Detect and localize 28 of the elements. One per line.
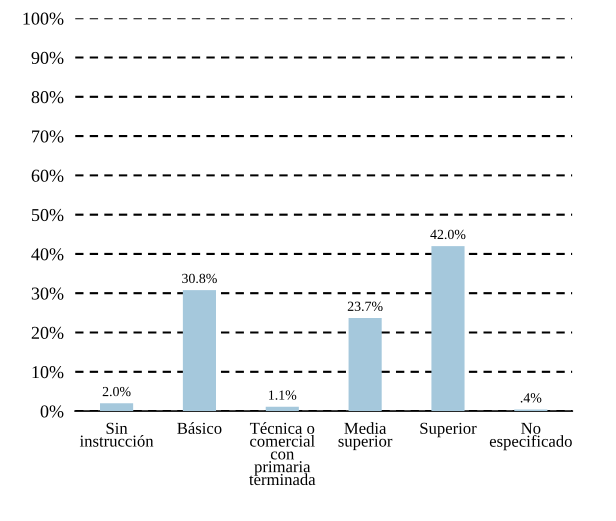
x-tick-label: Sin instrucción (80, 422, 154, 447)
x-tick-label: Media superior (338, 422, 392, 450)
y-tick-label: 10% (32, 366, 64, 378)
y-tick-label: 20% (32, 326, 64, 340)
y-tick-label: 80% (32, 91, 64, 104)
x-tick-label: Básico (177, 422, 222, 434)
bar (182, 290, 216, 412)
data-label: 30.8% (182, 274, 217, 284)
x-tick-label: Superior (420, 422, 477, 438)
bar (266, 406, 299, 412)
data-label: 1.1% (269, 390, 296, 400)
data-label: 2.0% (102, 386, 131, 396)
data-label: 23.7% (348, 302, 383, 312)
y-tick-label: 70% (32, 130, 64, 143)
y-tick-label: 0% (40, 405, 64, 418)
y-tick-label: 40% (31, 248, 64, 260)
y-tick-label: 90% (32, 52, 64, 64)
y-tick-label: 30% (32, 287, 64, 300)
data-label: .4% (520, 393, 542, 403)
y-tick-label: 100% (24, 12, 64, 25)
x-tick-label: Técnica o comercial con primaria terminada (249, 422, 316, 486)
x-tick-label: No especificado (490, 422, 572, 450)
bar (431, 246, 465, 412)
bar (100, 403, 134, 412)
y-tick-label: 60% (32, 170, 64, 182)
y-tick-label: 50% (32, 208, 64, 222)
data-label: 42.0% (430, 230, 466, 240)
bar (348, 318, 382, 412)
